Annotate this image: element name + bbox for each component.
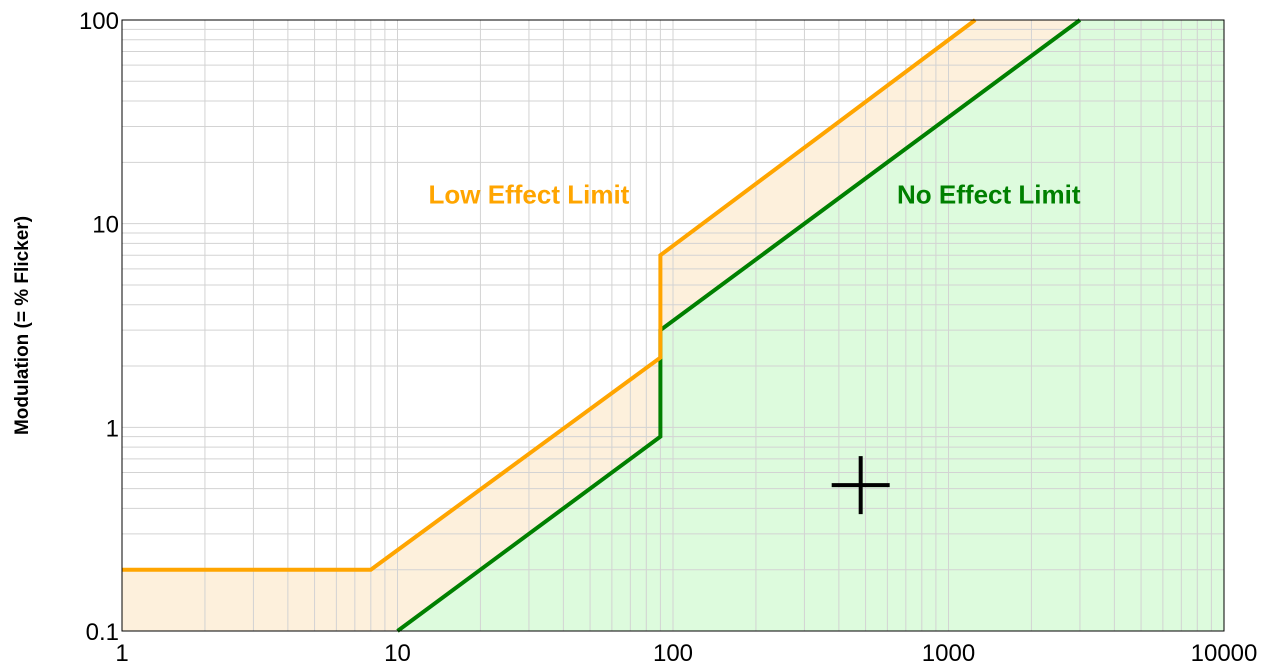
- x-tick-label: 100: [653, 640, 693, 667]
- plus-marker: [831, 456, 890, 515]
- x-tick-label: 10: [384, 640, 411, 667]
- grid-lines: [122, 20, 1224, 631]
- y-axis-label: Modulation (= % Flicker): [12, 216, 33, 435]
- series-annotation-label: Low Effect Limit: [429, 180, 630, 210]
- series-annotation-label: No Effect Limit: [897, 180, 1081, 210]
- x-tick-label: 1000: [922, 640, 975, 667]
- y-tick-label: 0.1: [86, 619, 119, 646]
- x-tick-label: 10000: [1191, 640, 1258, 667]
- series-annotations: Low Effect Limit No Effect Limit: [429, 180, 1081, 210]
- low-effect-fill: [122, 20, 1080, 631]
- low-effect-limit-line: [122, 18, 977, 572]
- y-tick-label: 10: [92, 212, 119, 239]
- plot-frame: [121, 19, 1225, 632]
- y-tick-label: 1: [106, 415, 119, 442]
- no-effect-limit-line: [396, 18, 1082, 633]
- y-tick-label: 100: [79, 8, 119, 35]
- x-tick-label: 1: [115, 640, 128, 667]
- series-lines: [122, 18, 1082, 633]
